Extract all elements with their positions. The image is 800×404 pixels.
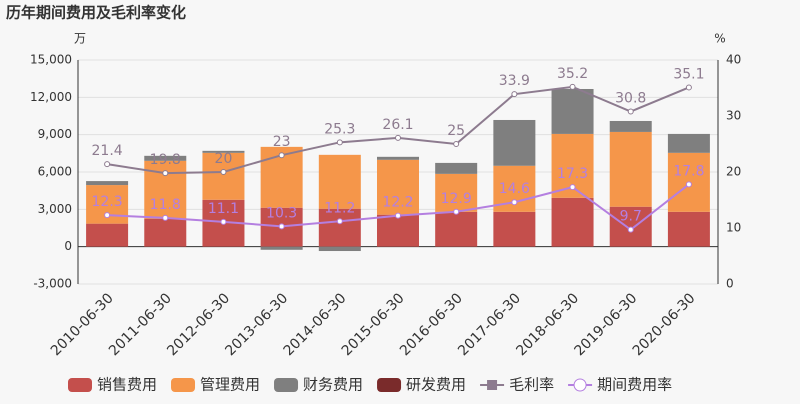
data-label: 25	[447, 123, 465, 139]
y2-tick-label: 10	[726, 221, 741, 235]
data-label: 19.8	[150, 152, 181, 168]
legend-label: 财务费用	[303, 376, 363, 394]
y-tick-label: 6,000	[38, 165, 72, 179]
point	[569, 184, 576, 191]
bar	[202, 150, 245, 153]
bar	[493, 119, 536, 166]
legend-label: 期间费用率	[597, 376, 672, 394]
y-tick-label: 3,000	[38, 202, 72, 216]
data-label: 21.4	[92, 143, 123, 159]
data-label: 12.2	[382, 195, 413, 211]
bar	[609, 120, 652, 132]
point	[511, 199, 518, 206]
y2-tick-label: 0	[726, 277, 734, 291]
bar	[377, 159, 419, 215]
point	[511, 91, 518, 98]
data-label: 25.3	[324, 121, 355, 137]
legend-swatch	[171, 378, 196, 392]
chart-title: 历年期间费用及毛利率变化	[6, 4, 186, 22]
y-unit: 万	[74, 32, 86, 46]
y-tick-label: 0	[64, 239, 72, 253]
point	[278, 152, 285, 159]
point	[162, 214, 169, 221]
point	[685, 84, 692, 91]
bar	[202, 152, 245, 200]
bar	[435, 211, 478, 247]
point	[220, 169, 227, 175]
data-label: 23	[273, 134, 291, 150]
legend-swatch	[377, 378, 402, 392]
y-tick-label: 9,000	[38, 127, 72, 141]
data-label: 30.8	[615, 91, 646, 107]
data-label: 9.7	[620, 209, 642, 225]
bar	[667, 133, 710, 153]
data-label: 26.1	[382, 117, 413, 133]
data-label: 10.3	[266, 205, 297, 221]
bar	[551, 88, 594, 134]
legend-marker	[487, 380, 498, 390]
legend-label: 毛利率	[509, 376, 554, 394]
bar	[260, 246, 303, 250]
data-label: 33.9	[499, 73, 530, 89]
point	[395, 134, 401, 141]
bar	[318, 246, 361, 252]
point	[685, 181, 692, 188]
bar	[377, 214, 419, 247]
y2-tick-label: 20	[726, 165, 741, 179]
bar	[318, 208, 361, 247]
y2-tick-label: 30	[726, 109, 741, 123]
point	[453, 141, 460, 147]
point	[162, 170, 169, 177]
bar	[144, 155, 187, 161]
point	[104, 212, 111, 219]
bar	[667, 211, 710, 247]
bar	[493, 211, 536, 247]
data-label: 17.3	[557, 166, 588, 182]
bar	[86, 223, 129, 247]
bar	[435, 173, 478, 212]
y-tick-label: 15,000	[30, 53, 72, 67]
data-label: 35.2	[557, 66, 588, 82]
point	[627, 226, 634, 233]
legend-label: 研发费用	[406, 376, 466, 394]
bar	[435, 162, 478, 174]
legend-marker	[573, 378, 587, 392]
legend-label: 销售费用	[97, 376, 157, 394]
point	[627, 108, 634, 115]
y-tick-label: -3,000	[33, 277, 72, 291]
point	[220, 218, 227, 225]
data-label: 14.6	[499, 181, 530, 197]
y-tick-label: 12,000	[30, 90, 72, 104]
point	[104, 161, 111, 168]
point	[569, 83, 576, 90]
data-label: 12.9	[441, 191, 472, 207]
data-label: 11.8	[150, 197, 181, 213]
point	[278, 223, 285, 230]
data-label: 17.8	[673, 163, 704, 179]
bar	[377, 156, 419, 160]
y2-tick-label: 40	[726, 53, 741, 67]
point	[336, 218, 343, 225]
bar	[144, 218, 187, 247]
data-label: 35.1	[673, 66, 704, 82]
bar	[609, 131, 652, 207]
data-label: 20	[215, 151, 233, 167]
y2-unit: %	[714, 32, 725, 46]
data-label: 11.2	[324, 200, 355, 216]
point	[336, 139, 343, 146]
point	[395, 212, 401, 219]
legend-swatch	[68, 378, 92, 392]
bar	[318, 154, 361, 209]
legend-swatch	[274, 378, 299, 392]
data-label: 11.1	[208, 201, 239, 217]
legend-label: 管理费用	[200, 376, 260, 394]
bar	[86, 181, 129, 186]
bar	[551, 197, 594, 247]
point	[453, 208, 460, 215]
data-label: 12.3	[92, 194, 123, 210]
